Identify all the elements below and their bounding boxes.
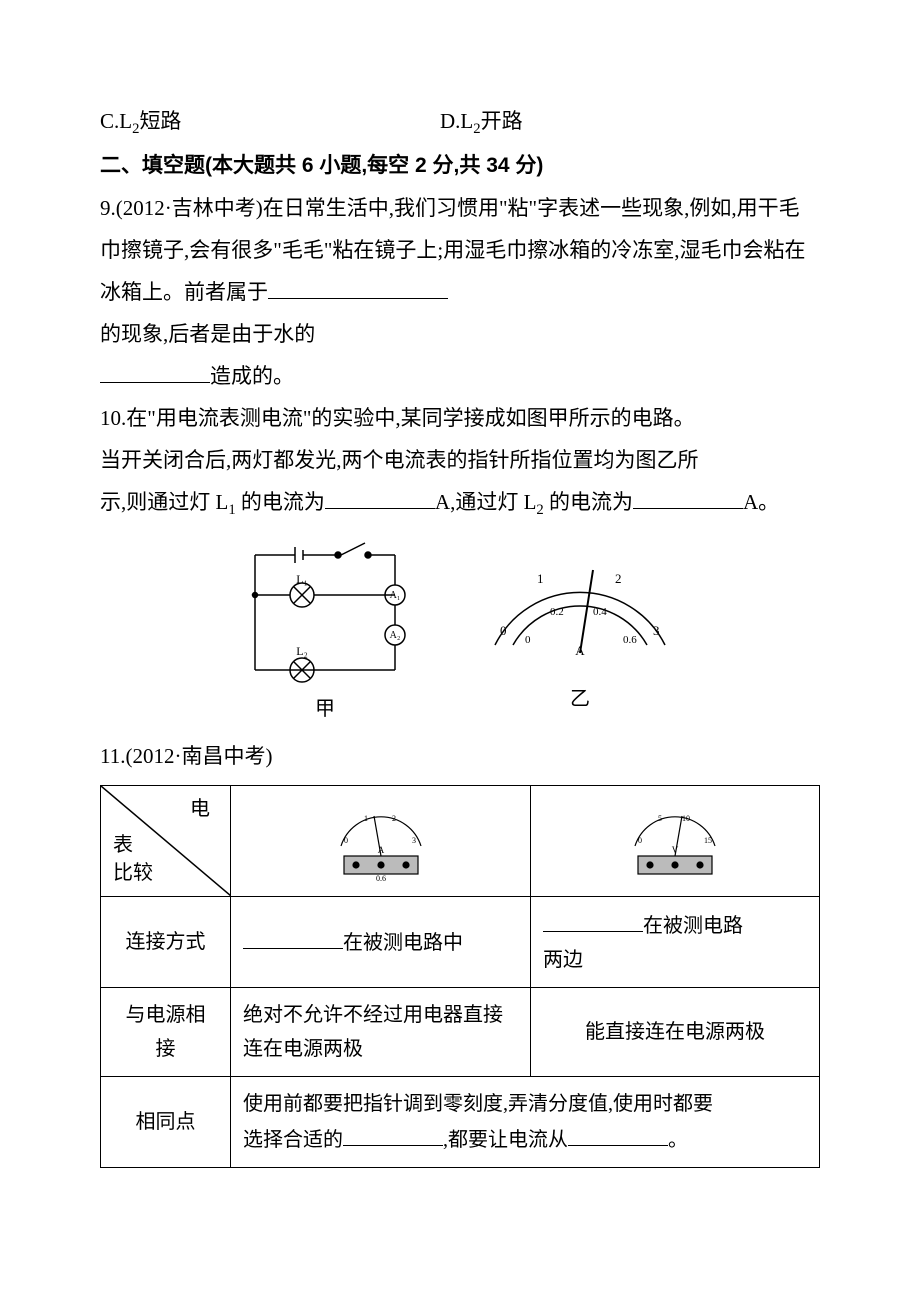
table-row: 与电源相 接 绝对不允许不经过用电器直接 连在电源两极 能直接连在电源两极 <box>101 988 820 1077</box>
q8-d-suffix: 开路 <box>481 109 523 133</box>
row-same-content: 使用前都要把指针调到零刻度,弄清分度值,使用时都要 选择合适的,都要让电流从。 <box>231 1077 820 1168</box>
voltmeter-cell: 0 5 10 15 V <box>531 786 820 897</box>
row-connect-c3: 在被测电路 两边 <box>531 897 820 988</box>
row-source-c3: 能直接连在电源两极 <box>531 988 820 1077</box>
row-source-c2: 绝对不允许不经过用电器直接 连在电源两极 <box>231 988 531 1077</box>
table-row: 连接方式 在被测电路中 在被测电路 两边 <box>101 897 820 988</box>
svg-text:A: A <box>377 845 384 855</box>
q10-sub2: 2 <box>536 502 543 518</box>
dial-outer-3: 3 <box>653 623 660 638</box>
q10-fig-right: 0 1 2 3 0 0.2 0.4 0.6 A 乙 <box>475 535 685 729</box>
table-row: 电 表 比较 0 1 2 3 <box>101 786 820 897</box>
q11-blank-2 <box>543 907 643 932</box>
q11-blank-1 <box>243 924 343 949</box>
svg-text:15: 15 <box>704 836 712 845</box>
q10-l3c: A,通过灯 L <box>435 490 537 514</box>
q8-options-row: C.L2短路 D.L2开路 <box>100 100 820 145</box>
circuit-a1-label: A₁ <box>390 590 401 601</box>
q10-l3a: 示,则通过灯 L <box>100 490 228 514</box>
ammeter-icon: 0 1 2 3 A 0.6 <box>326 801 436 881</box>
dial-inner-2: 0.4 <box>593 606 607 618</box>
dial-inner-3: 0.6 <box>623 634 637 646</box>
q8-option-d: D.L2开路 <box>440 100 523 145</box>
dial-outer-2: 2 <box>615 571 622 586</box>
row-connect-label: 连接方式 <box>101 897 231 988</box>
svg-text:2: 2 <box>392 814 396 823</box>
ammeter-dial-icon: 0 1 2 3 0 0.2 0.4 0.6 A <box>475 535 685 675</box>
circuit-diagram-icon: L₁ L₂ A₁ A₂ <box>235 535 415 685</box>
q8-option-c: C.L2短路 <box>100 100 440 145</box>
section-2-heading: 二、填空题(本大题共 6 小题,每空 2 分,共 34 分) <box>100 145 820 187</box>
q11-blank-4 <box>568 1121 668 1146</box>
dial-outer-0: 0 <box>500 623 507 638</box>
dial-inner-0: 0 <box>525 634 531 646</box>
row-same-label: 相同点 <box>101 1077 231 1168</box>
circuit-l2-label: L₂ <box>296 644 308 658</box>
dial-inner-1: 0.2 <box>550 606 564 618</box>
diag-header-cell: 电 表 比较 <box>101 786 231 897</box>
svg-text:3: 3 <box>412 836 416 845</box>
svg-text:0: 0 <box>344 836 348 845</box>
q10-l3d: 的电流为 <box>544 490 633 514</box>
q10-fig-left: L₁ L₂ A₁ A₂ 甲 <box>235 535 415 729</box>
q8-c-suffix: 短路 <box>139 109 181 133</box>
svg-text:V: V <box>672 845 679 855</box>
svg-text:0.6: 0.6 <box>376 874 386 881</box>
circuit-l1-label: L₁ <box>296 572 308 586</box>
q11-prefix: 11.(2012·南昌中考) <box>100 735 820 777</box>
svg-text:5: 5 <box>658 814 662 823</box>
q9-para: 9.(2012·吉林中考)在日常生活中,我们习惯用"粘"字表述一些现象,例如,用… <box>100 187 820 313</box>
q10-line3: 示,则通过灯 L1 的电流为 A,通过灯 L2 的电流为 A。 <box>100 481 820 526</box>
q9-blank-2 <box>100 356 210 382</box>
voltmeter-icon: 0 5 10 15 V <box>620 801 730 881</box>
q11-table: 电 表 比较 0 1 2 3 <box>100 785 820 1168</box>
row-source-label: 与电源相 接 <box>101 988 231 1077</box>
q10-line1: 10.在"用电流表测电流"的实验中,某同学接成如图甲所示的电路。 <box>100 397 820 439</box>
q10-blank-1 <box>325 482 435 508</box>
q10-blank-2 <box>633 482 743 508</box>
q8-d-sub: 2 <box>473 121 480 137</box>
q11-blank-3 <box>343 1121 443 1146</box>
q10-line2: 当开关闭合后,两灯都发光,两个电流表的指针所指位置均为图乙所 <box>100 439 820 481</box>
page: C.L2短路 D.L2开路 二、填空题(本大题共 6 小题,每空 2 分,共 3… <box>0 0 920 1302</box>
row-connect-c2: 在被测电路中 <box>231 897 531 988</box>
dial-outer-1: 1 <box>537 571 544 586</box>
q10-l3b: 的电流为 <box>236 490 325 514</box>
q8-d-prefix: D.L <box>440 109 473 133</box>
q9-line3: 造成的。 <box>100 355 820 397</box>
diag-bot: 比较 <box>113 856 153 890</box>
q10-sub1: 1 <box>228 502 235 518</box>
q9-blank-1 <box>268 272 448 298</box>
ammeter-cell: 0 1 2 3 A 0.6 <box>231 786 531 897</box>
svg-text:10: 10 <box>682 814 690 823</box>
svg-text:0: 0 <box>638 836 642 845</box>
q8-c-prefix: C.L <box>100 109 132 133</box>
diag-top: 电 <box>190 792 210 826</box>
dial-unit: A <box>575 643 585 658</box>
svg-text:1: 1 <box>364 814 368 823</box>
q9-line2: 的现象,后者是由于水的 <box>100 313 820 355</box>
q10-figures: L₁ L₂ A₁ A₂ 甲 0 1 2 3 <box>100 535 820 729</box>
circuit-a2-label: A₂ <box>390 630 401 641</box>
table-row: 相同点 使用前都要把指针调到零刻度,弄清分度值,使用时都要 选择合适的,都要让电… <box>101 1077 820 1168</box>
q10-fig-label-right: 乙 <box>570 679 590 719</box>
q10-fig-label-left: 甲 <box>315 689 335 729</box>
q9-prefix: 9.(2012·吉林中考)在日常生活中,我们习惯用"粘"字表述一些现象,例如,用… <box>100 196 805 304</box>
q9-suffix: 造成的。 <box>210 364 294 388</box>
q10-l3e: A。 <box>743 490 779 514</box>
